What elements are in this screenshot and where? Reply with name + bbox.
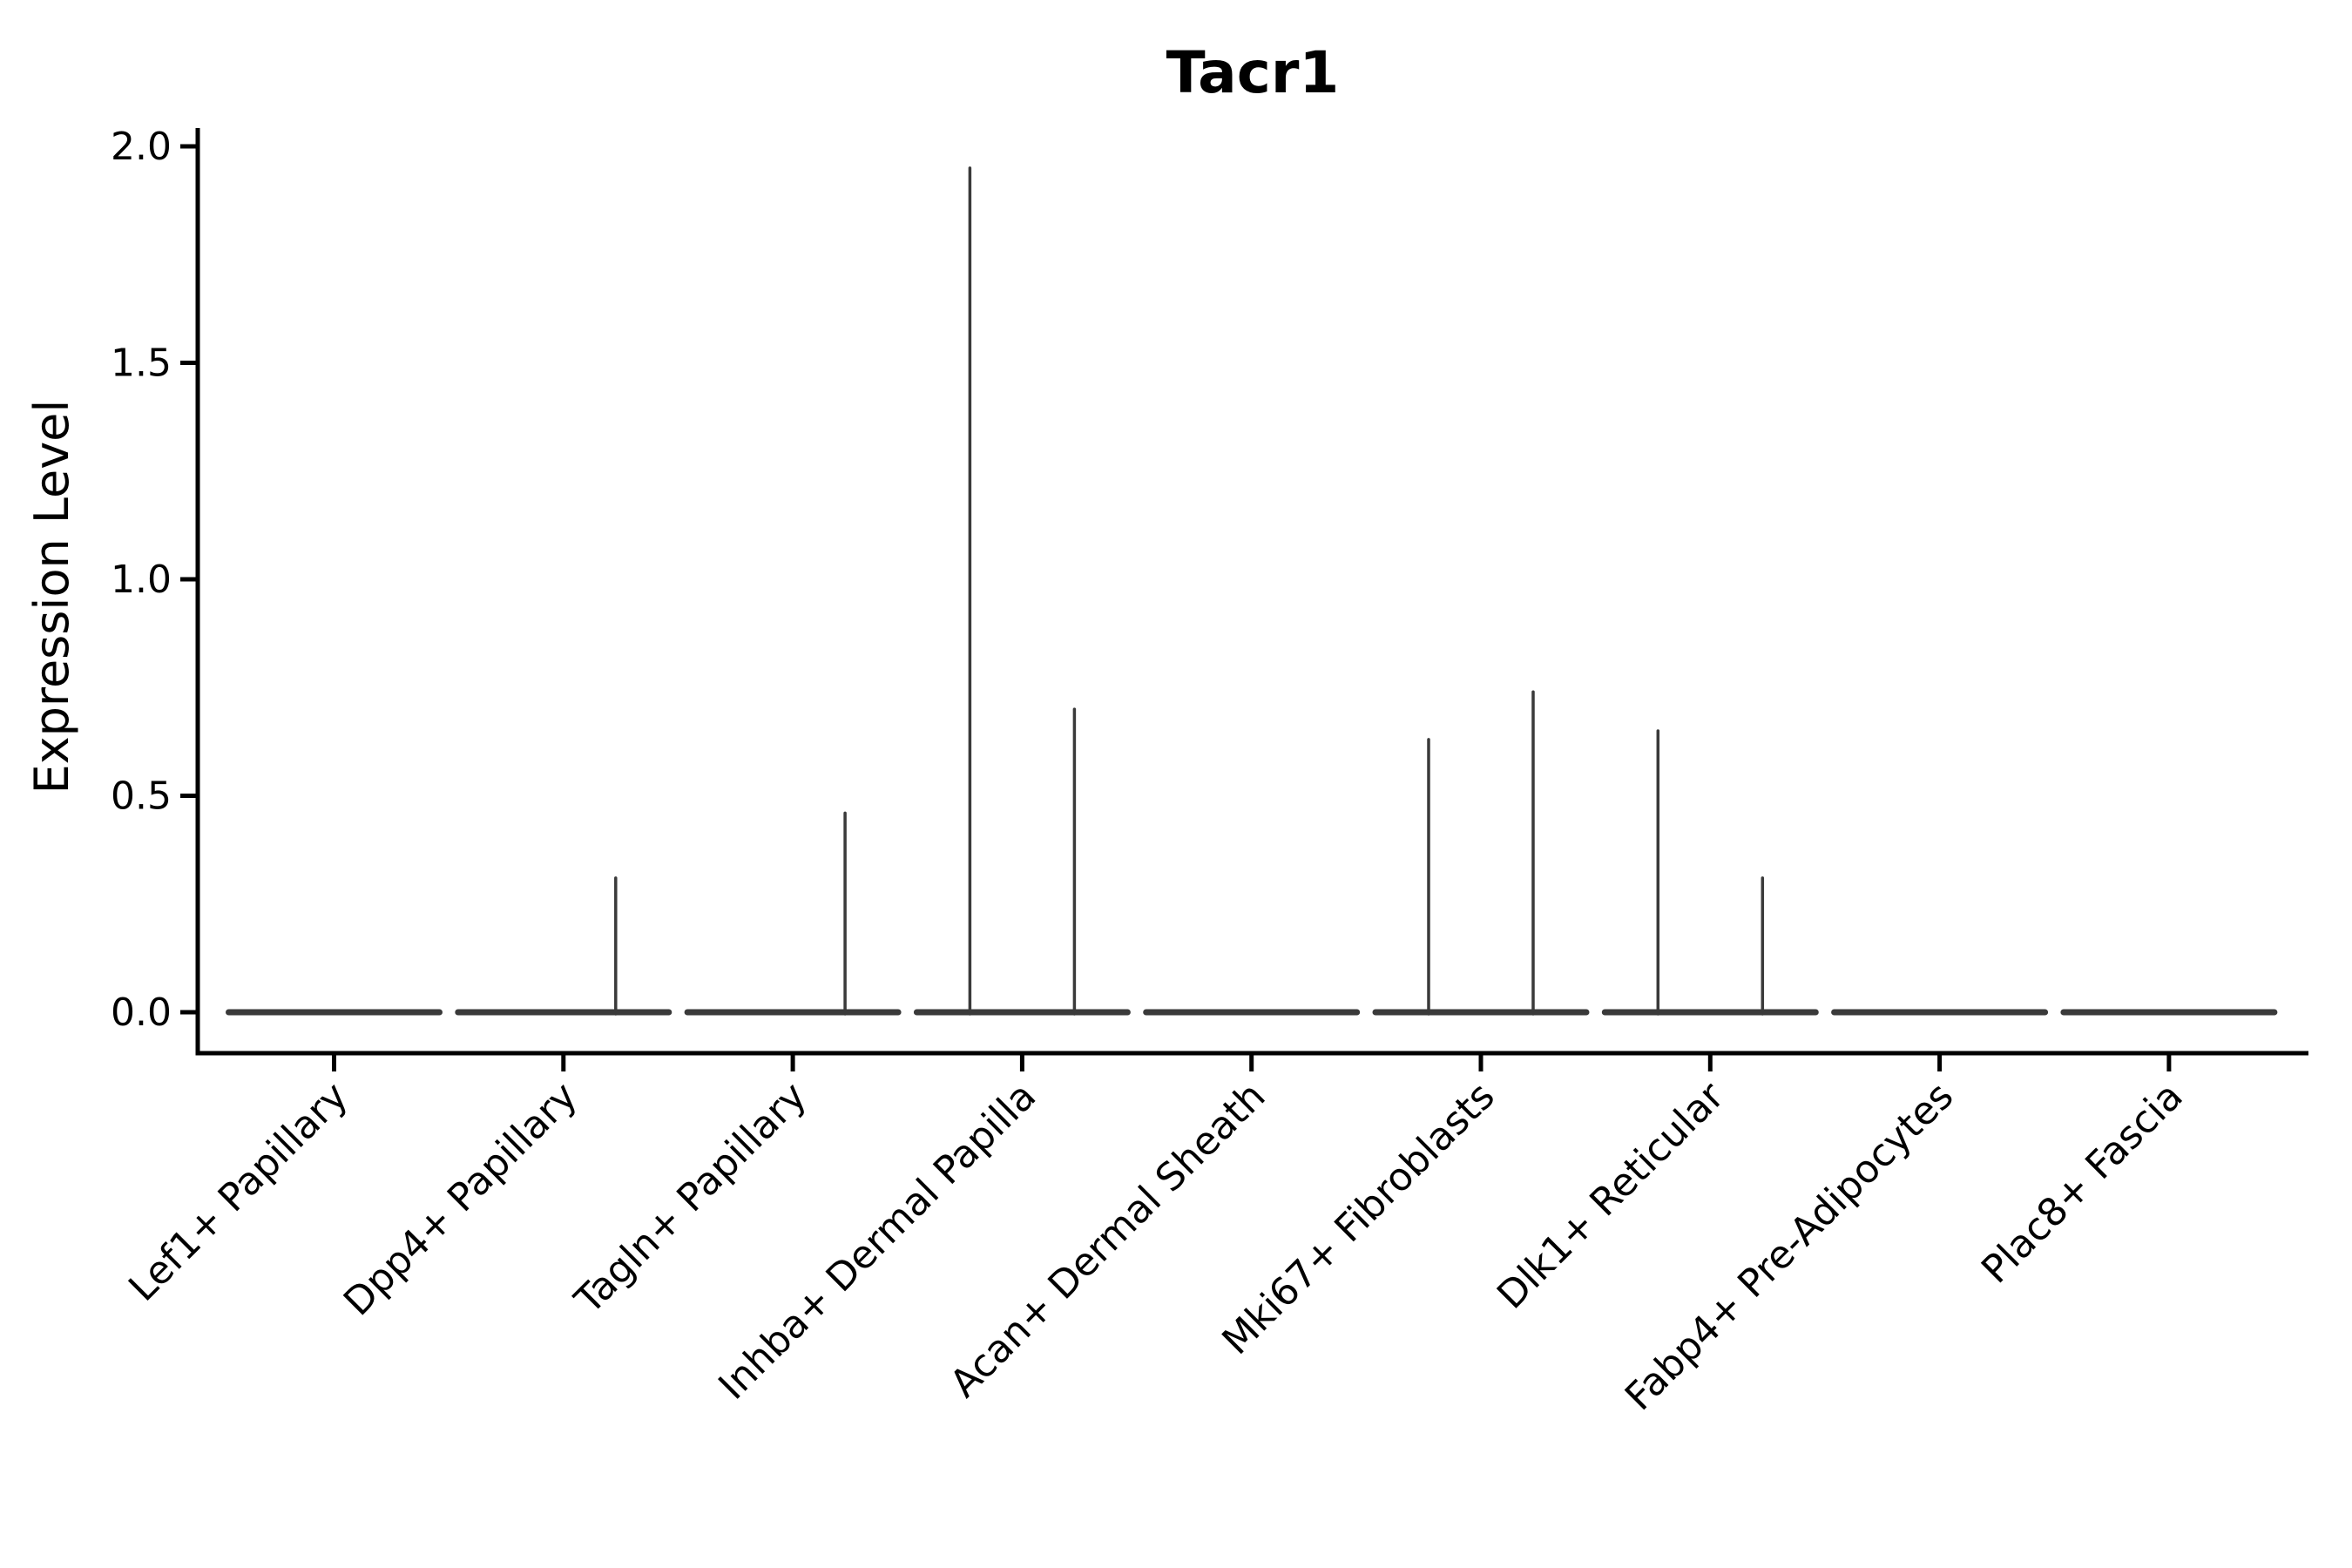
y-axis-label: Expression Level [24,400,79,794]
x-tick-label: Tagln+ Papillary [566,1074,815,1323]
axes-spines [195,128,2308,1056]
x-tick-label: Dlk1+ Reticular [1489,1073,1734,1318]
y-axis-ticks: 0.0 0.5 1.0 1.5 2.0 [111,125,198,1035]
y-tick-label: 0.5 [111,774,172,819]
violins-layer [226,166,2278,1016]
y-tick-label: 2.0 [111,125,172,169]
y-tick-label: 1.0 [111,558,172,602]
y-tick-label: 1.5 [111,341,172,386]
x-tick-label: Dpp4+ Papillary [335,1074,586,1325]
y-tick-label: 0.0 [111,990,172,1035]
x-tick-label: Plac8+ Fascia [1973,1074,2192,1293]
chart-title: Tacr1 [1166,39,1340,106]
x-tick-label: Lef1+ Papillary [120,1074,356,1310]
